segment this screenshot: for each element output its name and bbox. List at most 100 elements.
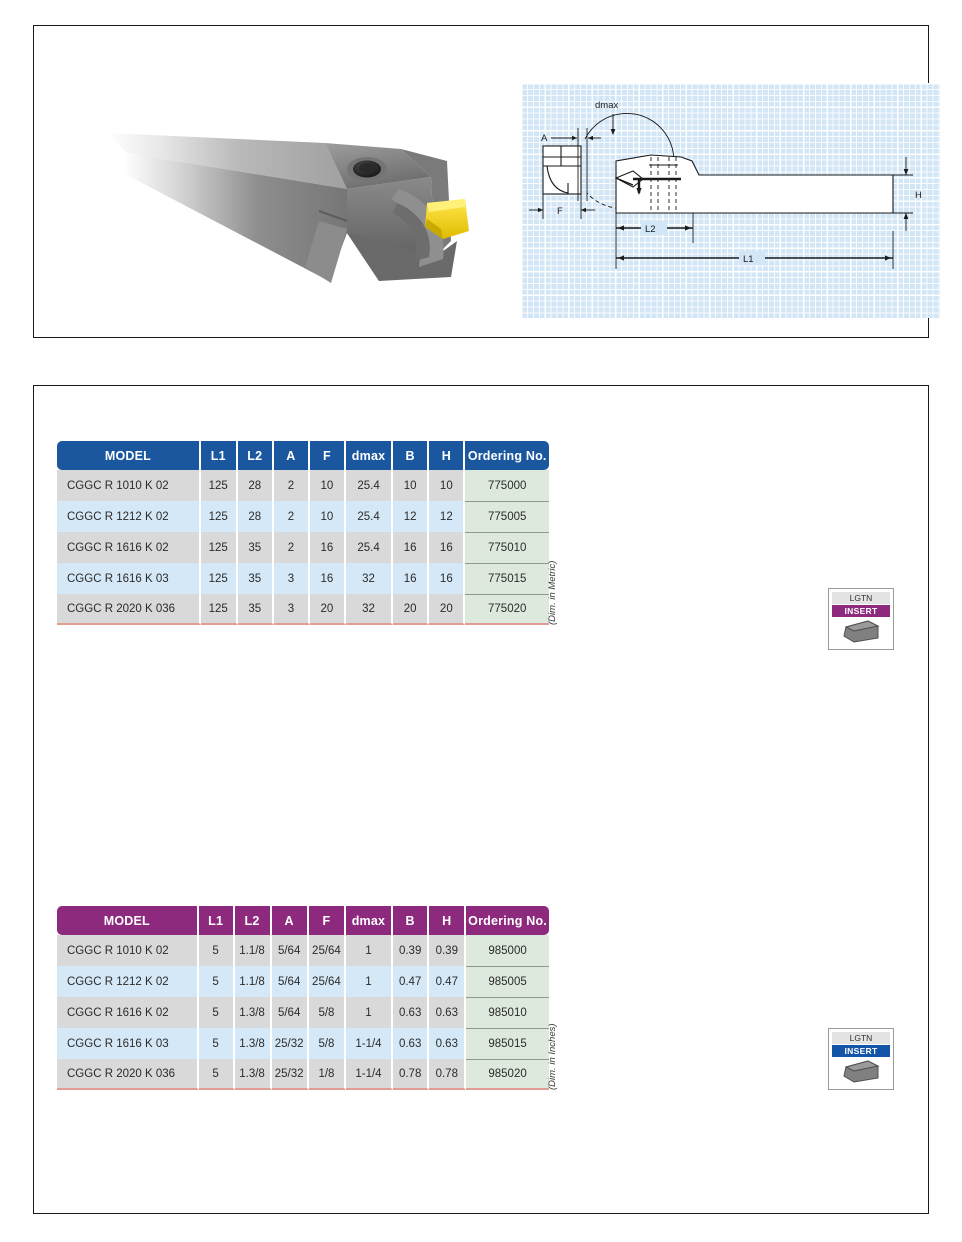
cell-h: 16 bbox=[429, 563, 466, 594]
cell-l2: 35 bbox=[237, 563, 274, 594]
table-row[interactable]: CGGC R 2020 K 036 5 1.3/8 25/32 1/8 1-1/… bbox=[57, 1059, 549, 1090]
cell-dmax: 1 bbox=[346, 935, 393, 966]
cell-ordering-no[interactable]: 775020 bbox=[465, 594, 549, 625]
cell-ordering-no[interactable]: 775005 bbox=[465, 501, 549, 532]
cell-dmax: 25.4 bbox=[346, 470, 394, 501]
cell-ordering-no[interactable]: 985000 bbox=[466, 935, 549, 966]
badge-subtitle: INSERT bbox=[832, 1045, 890, 1057]
cell-dmax: 25.4 bbox=[346, 532, 394, 563]
cell-h: 0.63 bbox=[429, 1028, 467, 1059]
cell-a: 2 bbox=[273, 470, 310, 501]
col-header-dmax: dmax bbox=[346, 441, 394, 470]
cell-b: 20 bbox=[393, 594, 430, 625]
table-row[interactable]: CGGC R 1616 K 02 125 35 2 16 25.4 16 16 … bbox=[57, 532, 549, 563]
cell-a: 3 bbox=[273, 594, 310, 625]
cell-h: 10 bbox=[429, 470, 466, 501]
col-header-ordering: Ordering No. bbox=[465, 441, 549, 470]
cell-a: 3 bbox=[273, 563, 310, 594]
label-A: A bbox=[541, 133, 548, 144]
col-header-a: A bbox=[273, 441, 310, 470]
product-photo bbox=[79, 81, 509, 331]
cell-l1: 125 bbox=[200, 532, 238, 563]
col-header-h: H bbox=[429, 906, 467, 935]
cell-a: 2 bbox=[273, 532, 310, 563]
cell-model: CGGC R 1616 K 03 bbox=[57, 1028, 199, 1059]
cell-l2: 1.3/8 bbox=[234, 997, 272, 1028]
table-row[interactable]: CGGC R 1616 K 03 125 35 3 16 32 16 16 77… bbox=[57, 563, 549, 594]
dimension-drawing: A F dmax bbox=[521, 83, 940, 318]
cell-a: 5/64 bbox=[271, 935, 309, 966]
cell-l2: 1.1/8 bbox=[234, 935, 272, 966]
cell-ordering-no[interactable]: 985005 bbox=[466, 966, 549, 997]
col-header-ordering: Ordering No. bbox=[466, 906, 549, 935]
cell-f: 5/8 bbox=[308, 997, 347, 1028]
cell-b: 16 bbox=[393, 563, 430, 594]
label-L2: L2 bbox=[645, 224, 656, 235]
cell-model: CGGC R 2020 K 036 bbox=[57, 1059, 199, 1090]
cell-model: CGGC R 1010 K 02 bbox=[57, 470, 201, 501]
cell-ordering-no[interactable]: 775010 bbox=[465, 532, 549, 563]
cell-ordering-no[interactable]: 985015 bbox=[466, 1028, 549, 1059]
cell-model: CGGC R 2020 K 036 bbox=[57, 594, 201, 625]
dimension-unit-note-metric: (Dim. in Metric) bbox=[547, 560, 558, 625]
cell-l1: 5 bbox=[198, 1059, 235, 1090]
table-body: CGGC R 1010 K 02 5 1.1/8 5/64 25/64 1 0.… bbox=[57, 935, 549, 1090]
cell-f: 10 bbox=[309, 470, 347, 501]
cell-dmax: 1-1/4 bbox=[346, 1028, 393, 1059]
col-header-b: B bbox=[393, 441, 430, 470]
cell-l1: 125 bbox=[200, 501, 238, 532]
table-row[interactable]: CGGC R 1212 K 02 125 28 2 10 25.4 12 12 … bbox=[57, 501, 549, 532]
cell-b: 0.39 bbox=[392, 935, 430, 966]
cell-h: 16 bbox=[429, 532, 466, 563]
cell-a: 5/64 bbox=[271, 966, 309, 997]
cell-dmax: 32 bbox=[346, 594, 394, 625]
cell-dmax: 1 bbox=[346, 997, 393, 1028]
table-row[interactable]: CGGC R 1010 K 02 5 1.1/8 5/64 25/64 1 0.… bbox=[57, 935, 549, 966]
table-header-row: MODEL L1 L2 A F dmax B H Ordering No. bbox=[57, 441, 549, 470]
cell-a: 2 bbox=[273, 501, 310, 532]
table-row[interactable]: CGGC R 1212 K 02 5 1.1/8 5/64 25/64 1 0.… bbox=[57, 966, 549, 997]
table-row[interactable]: CGGC R 2020 K 036 125 35 3 20 32 20 20 7… bbox=[57, 594, 549, 625]
col-header-model: MODEL bbox=[57, 906, 199, 935]
cell-l2: 35 bbox=[237, 532, 274, 563]
badge-subtitle: INSERT bbox=[832, 605, 890, 617]
cell-dmax: 25.4 bbox=[346, 501, 394, 532]
spec-table-metric: MODEL L1 L2 A F dmax B H Ordering No. CG… bbox=[57, 441, 549, 625]
dimension-unit-note-inch: (Dim. in Inches) bbox=[547, 1023, 558, 1090]
col-header-l1: L1 bbox=[200, 441, 238, 470]
cell-a: 25/32 bbox=[271, 1028, 309, 1059]
cell-ordering-no[interactable]: 985010 bbox=[466, 997, 549, 1028]
col-header-l2: L2 bbox=[234, 906, 272, 935]
col-header-b: B bbox=[392, 906, 430, 935]
label-dmax: dmax bbox=[595, 100, 618, 111]
badge-title: LGTN bbox=[832, 592, 890, 604]
cell-ordering-no[interactable]: 775015 bbox=[465, 563, 549, 594]
cell-ordering-no[interactable]: 775000 bbox=[465, 470, 549, 501]
cell-l1: 125 bbox=[200, 470, 238, 501]
table-row[interactable]: CGGC R 1616 K 03 5 1.3/8 25/32 5/8 1-1/4… bbox=[57, 1028, 549, 1059]
cell-model: CGGC R 1616 K 03 bbox=[57, 563, 201, 594]
table-row[interactable]: CGGC R 1616 K 02 5 1.3/8 5/64 5/8 1 0.63… bbox=[57, 997, 549, 1028]
cell-l2: 1.3/8 bbox=[234, 1059, 272, 1090]
cell-l2: 28 bbox=[237, 501, 274, 532]
cell-b: 10 bbox=[393, 470, 430, 501]
col-header-f: F bbox=[308, 906, 347, 935]
cell-model: CGGC R 1212 K 02 bbox=[57, 966, 199, 997]
insert-shape-icon bbox=[832, 1057, 890, 1087]
cell-model: CGGC R 1616 K 02 bbox=[57, 532, 201, 563]
col-header-h: H bbox=[429, 441, 466, 470]
cell-a: 5/64 bbox=[271, 997, 309, 1028]
cell-b: 0.47 bbox=[392, 966, 430, 997]
cell-h: 12 bbox=[429, 501, 466, 532]
badge-title: LGTN bbox=[832, 1032, 890, 1044]
insert-badge-metric[interactable]: LGTN INSERT bbox=[828, 588, 894, 650]
cell-f: 25/64 bbox=[308, 966, 347, 997]
table-row[interactable]: CGGC R 1010 K 02 125 28 2 10 25.4 10 10 … bbox=[57, 470, 549, 501]
col-header-f: F bbox=[309, 441, 347, 470]
label-F: F bbox=[557, 206, 563, 217]
insert-badge-inch[interactable]: LGTN INSERT bbox=[828, 1028, 894, 1090]
cell-l2: 1.1/8 bbox=[234, 966, 272, 997]
cell-model: CGGC R 1212 K 02 bbox=[57, 501, 201, 532]
cell-ordering-no[interactable]: 985020 bbox=[466, 1059, 549, 1090]
col-header-l2: L2 bbox=[237, 441, 274, 470]
